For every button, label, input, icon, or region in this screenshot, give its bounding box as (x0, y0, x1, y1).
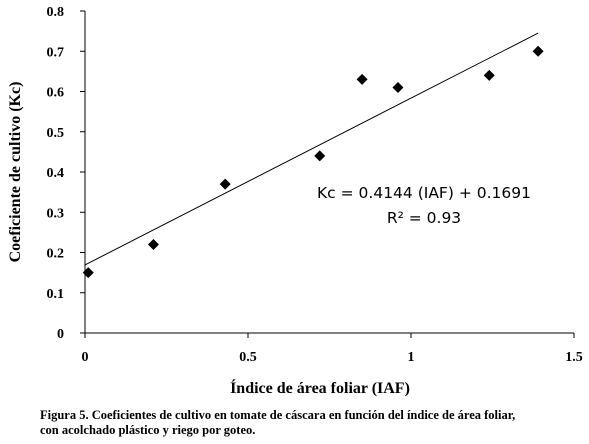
y-tick-labels: 0 0.1 0.2 0.3 0.4 0.5 0.6 0.7 0.8 (47, 5, 65, 342)
y-tick-label: 0.4 (47, 166, 65, 181)
y-tick-label: 0.2 (47, 247, 65, 262)
y-tick-label: 0.7 (47, 45, 65, 60)
x-tick-label: 1 (408, 350, 415, 365)
y-tick-label: 0.8 (47, 5, 65, 20)
y-tick-label: 0.3 (47, 206, 65, 221)
r-squared-label: R² = 0.93 (387, 209, 461, 227)
data-points (82, 45, 544, 279)
data-point (483, 69, 495, 81)
regression-equation: Kc = 0.4144 (IAF) + 0.1691 (317, 184, 531, 202)
data-point (532, 45, 544, 57)
data-point (392, 81, 404, 93)
data-point (82, 267, 94, 279)
y-tick-label: 0.1 (47, 287, 65, 302)
y-tick-label: 0.6 (47, 86, 65, 101)
trendline (84, 32, 539, 266)
x-tick-label: 0.5 (239, 350, 257, 365)
axes (80, 10, 575, 338)
data-point (356, 73, 368, 85)
x-axis-title: Índice de área foliar (IAF) (230, 378, 410, 397)
caption-line-1: Figura 5. Coeficientes de cultivo en tom… (40, 408, 516, 422)
y-tick-label: 0.5 (47, 126, 65, 141)
y-axis-title: Coeficiente de cultivo (Kc) (7, 82, 24, 263)
trendline-path (84, 32, 539, 266)
figure-caption: Figura 5. Coeficientes de cultivo en tom… (40, 408, 585, 438)
y-tick-label: 0 (57, 327, 64, 342)
data-point (314, 150, 326, 162)
x-tick-labels: 0 0.5 1 1.5 (82, 350, 583, 365)
scatter-chart: 0 0.1 0.2 0.3 0.4 0.5 0.6 0.7 0.8 0 0.5 1 1.5 Índic… (7, 5, 583, 397)
x-tick-label: 1.5 (565, 350, 583, 365)
data-point (147, 238, 159, 250)
caption-line-2: con acolchado plástico y riego por goteo… (40, 423, 256, 437)
data-point (219, 178, 231, 190)
x-tick-label: 0 (82, 350, 89, 365)
